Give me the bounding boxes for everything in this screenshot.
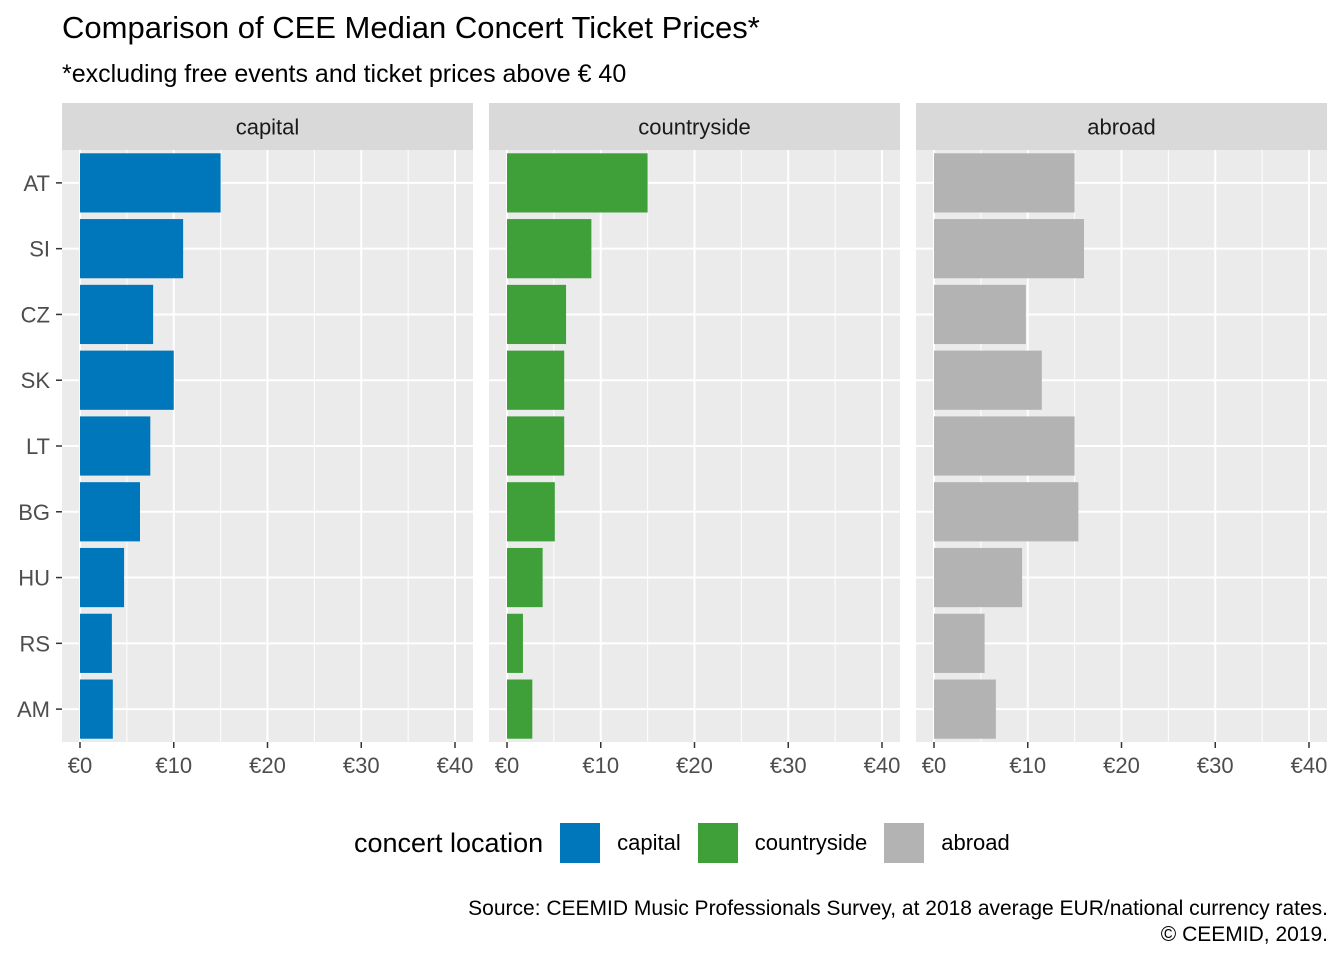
bar-capital-CZ — [80, 284, 154, 345]
x-tick-label: €20 — [1103, 753, 1140, 778]
y-tick-label: SK — [21, 368, 51, 393]
bar-abroad-CZ — [934, 284, 1026, 345]
x-tick-label: €30 — [343, 753, 380, 778]
bar-countryside-HU — [507, 547, 543, 608]
legend-swatch-capital — [559, 822, 602, 864]
bar-countryside-BG — [507, 482, 555, 542]
chart-subtitle: *excluding free events and ticket prices… — [62, 60, 627, 88]
bar-capital-SI — [80, 219, 184, 279]
y-tick-label: HU — [18, 566, 50, 591]
bar-capital-LT — [80, 416, 151, 476]
y-tick-label: AT — [24, 171, 50, 196]
legend-item-countryside: countryside — [696, 822, 868, 864]
x-tick-label: €30 — [770, 753, 807, 778]
facet-label-capital: capital — [236, 115, 300, 140]
bar-capital-SK — [80, 350, 174, 410]
facet-strip-capital — [62, 103, 473, 150]
bar-capital-BG — [80, 482, 140, 542]
bar-abroad-AT — [934, 153, 1075, 213]
bar-abroad-RS — [934, 613, 985, 673]
legend-swatch-countryside — [696, 822, 739, 864]
x-tick-label: €20 — [249, 753, 286, 778]
x-tick-label: €40 — [437, 753, 474, 778]
y-tick-label: BG — [18, 500, 50, 525]
x-tick-label: €40 — [1291, 753, 1328, 778]
bar-capital-HU — [80, 547, 125, 608]
y-tick-label: AM — [17, 697, 50, 722]
chart-title: Comparison of CEE Median Concert Ticket … — [62, 10, 760, 45]
bar-countryside-LT — [507, 416, 565, 476]
x-tick-label: €10 — [1009, 753, 1046, 778]
bar-countryside-CZ — [507, 284, 567, 345]
x-tick-label: €0 — [922, 753, 946, 778]
bar-abroad-BG — [934, 482, 1079, 542]
bar-capital-AT — [80, 153, 221, 213]
legend-item-abroad: abroad — [883, 822, 1010, 864]
bar-countryside-AT — [507, 153, 648, 213]
bar-countryside-AM — [507, 679, 533, 739]
facet-strip-abroad — [916, 103, 1327, 150]
bar-countryside-RS — [507, 613, 523, 673]
bar-capital-AM — [80, 679, 113, 739]
bar-abroad-SK — [934, 350, 1042, 410]
bar-abroad-HU — [934, 547, 1023, 608]
legend: concert location capital countryside abr… — [354, 820, 1026, 866]
facet-label-countryside: countryside — [638, 115, 751, 140]
bar-countryside-SK — [507, 350, 565, 410]
y-tick-label: RS — [19, 631, 50, 656]
y-tick-label: SI — [29, 237, 50, 262]
x-tick-label: €40 — [864, 753, 901, 778]
chart-plot-area: capital €0 €10 €20 €30 €40 countryside €0 €10 €20… — [17, 103, 1328, 778]
y-tick-label: LT — [26, 434, 50, 459]
y-tick-label: CZ — [21, 302, 50, 327]
facet-strip-countryside — [489, 103, 900, 150]
legend-swatch-abroad — [883, 822, 926, 864]
x-tick-label: €0 — [68, 753, 92, 778]
chart-caption: Source: CEEMID Music Professionals Surve… — [468, 896, 1328, 948]
x-tick-label: €0 — [495, 753, 519, 778]
bar-abroad-AM — [934, 679, 996, 739]
x-tick-label: €30 — [1197, 753, 1234, 778]
bar-abroad-SI — [934, 219, 1084, 279]
bar-countryside-SI — [507, 219, 592, 279]
legend-item-capital: capital — [559, 822, 681, 864]
facet-label-abroad: abroad — [1087, 115, 1156, 140]
legend-label-countryside: countryside — [754, 830, 868, 855]
bar-capital-RS — [80, 613, 112, 673]
caption-source: Source: CEEMID Music Professionals Surve… — [468, 897, 1328, 920]
x-tick-label: €10 — [155, 753, 192, 778]
caption-copyright: © CEEMID, 2019. — [1160, 923, 1328, 946]
bar-abroad-LT — [934, 416, 1075, 476]
legend-label-abroad: abroad — [941, 830, 1010, 855]
legend-title: concert location — [354, 827, 544, 858]
x-tick-label: €20 — [676, 753, 713, 778]
x-tick-label: €10 — [582, 753, 619, 778]
legend-label-capital: capital — [617, 830, 681, 855]
